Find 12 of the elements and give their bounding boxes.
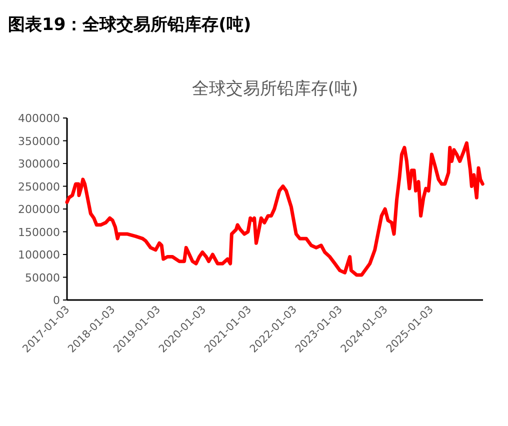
y-tick-label: 0	[53, 294, 60, 307]
chart-subtitle: 全球交易所铅库存(吨)	[192, 79, 358, 99]
y-tick-label: 350000	[18, 134, 60, 148]
y-tick-label: 100000	[18, 248, 60, 262]
line-series	[65, 141, 484, 277]
y-tick-label: 300000	[18, 158, 60, 170]
y-tick-label: 50000	[25, 271, 60, 284]
y-tick-label: 250000	[18, 180, 60, 194]
y-tick-label: 150000	[18, 226, 60, 239]
y-tick-label: 200000	[18, 203, 60, 216]
y-tick-label: 400000	[18, 112, 60, 125]
chart-title: 图表19：全球交易所铅库存(吨)	[8, 15, 252, 35]
